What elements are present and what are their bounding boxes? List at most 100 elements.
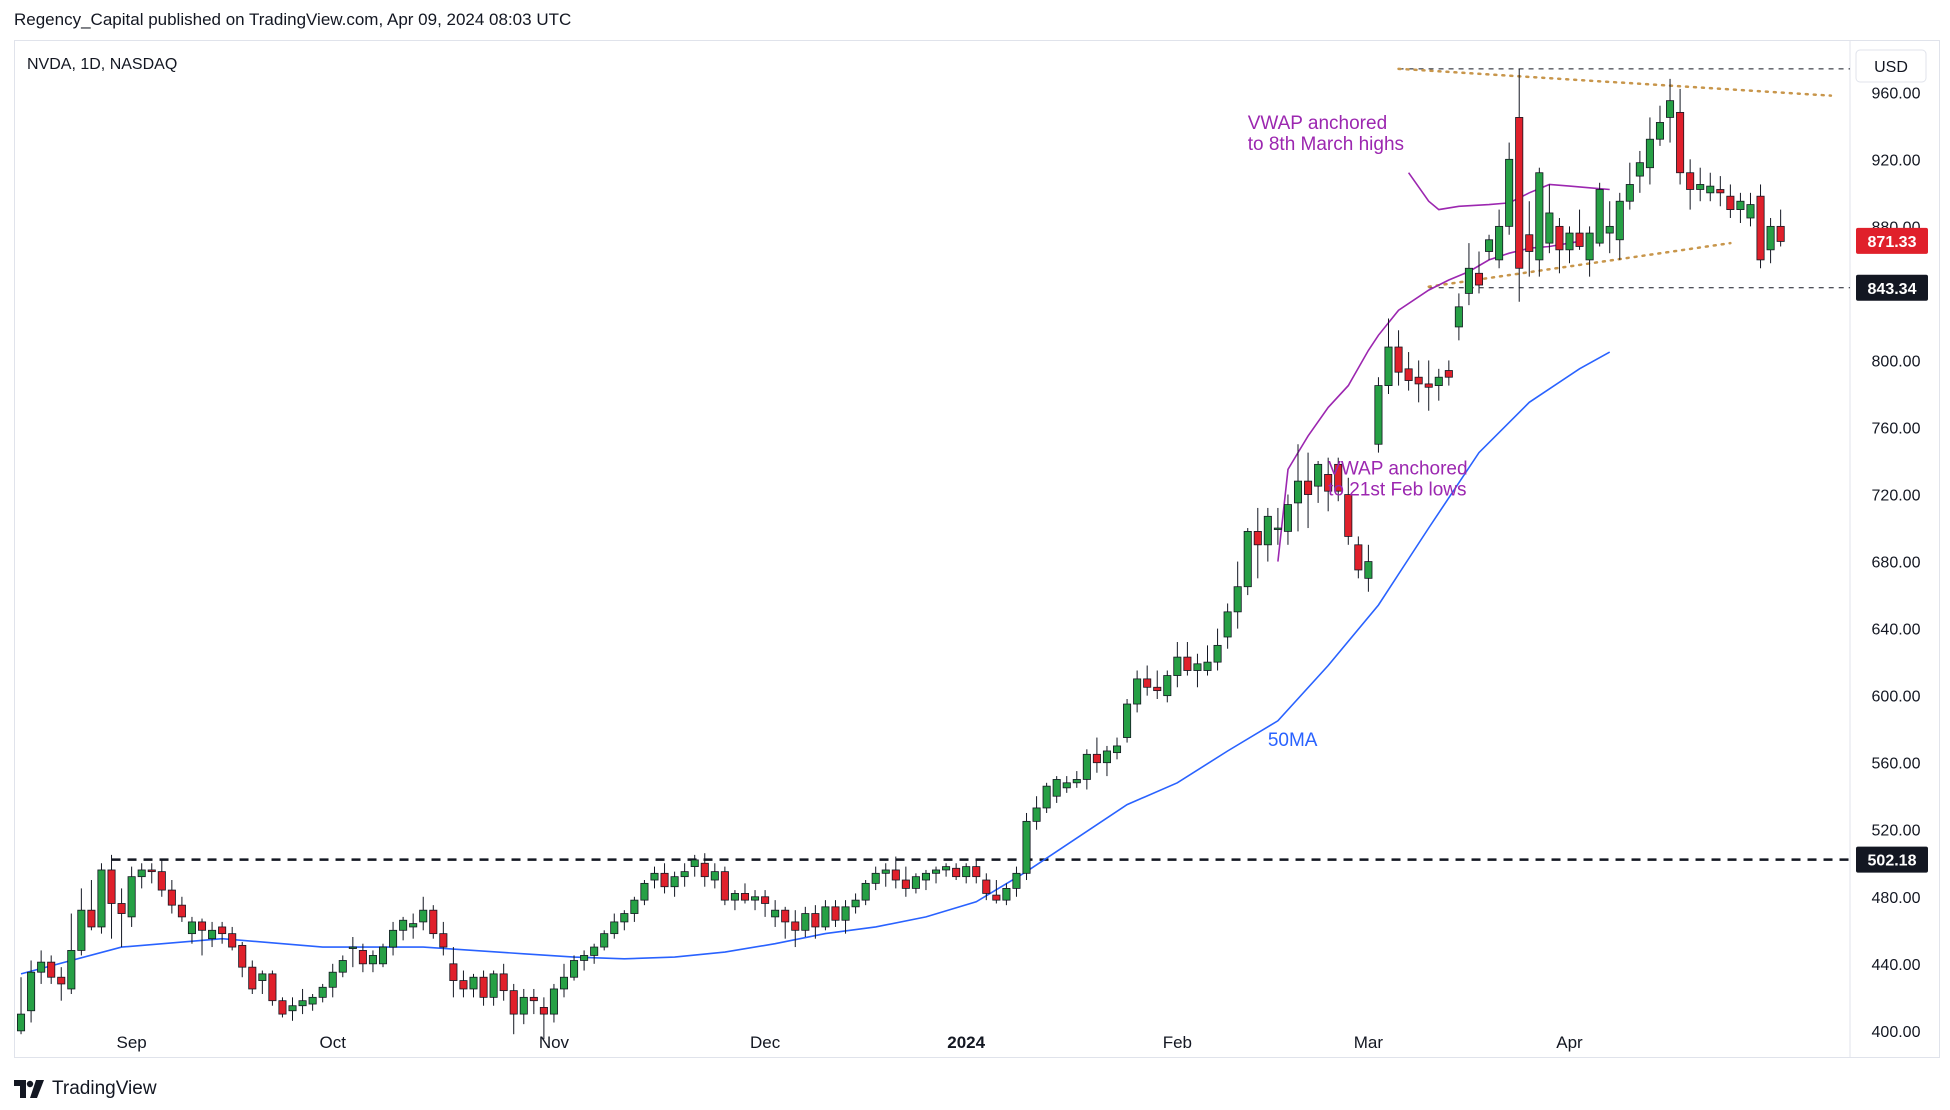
candle (1304, 452, 1313, 529)
candle-body (1153, 686, 1162, 692)
chart-frame (14, 40, 1940, 1058)
tradingview-brand[interactable]: TradingView (14, 1078, 157, 1100)
candle-body (1314, 463, 1323, 487)
candle-body (539, 1006, 548, 1015)
candle (409, 913, 418, 939)
candle-body (27, 971, 36, 1012)
candle (771, 900, 780, 927)
candle-body (871, 872, 880, 884)
candle (1173, 642, 1182, 688)
candle-body (1304, 480, 1313, 495)
candle-body (911, 876, 920, 889)
candle-body (107, 869, 116, 904)
candle (348, 937, 357, 968)
candle (549, 983, 558, 1023)
candle (278, 997, 287, 1018)
candle-body (1595, 189, 1604, 244)
candle (1565, 226, 1574, 264)
candle (1072, 771, 1081, 788)
candle-body (1384, 346, 1393, 386)
candle-body (1726, 195, 1735, 211)
candle-body (449, 963, 458, 981)
candle-body (197, 921, 207, 931)
candle-body (730, 893, 739, 901)
candle (258, 970, 267, 994)
candle-body (147, 869, 156, 873)
price-tag (1856, 227, 1928, 254)
candle-body (1615, 200, 1624, 241)
candle (1645, 117, 1654, 185)
candle (1485, 234, 1494, 260)
candle (238, 942, 247, 978)
candle (1676, 88, 1685, 185)
candle-body (238, 944, 247, 968)
candle-body (127, 876, 136, 918)
candle (1686, 159, 1695, 210)
candle-body (1263, 515, 1272, 546)
candle (700, 853, 709, 887)
candle-body (1535, 172, 1544, 261)
candle (87, 880, 96, 931)
y-tick-label: 760.00 (1872, 420, 1921, 437)
candle (318, 983, 327, 1003)
trendline (1397, 67, 1833, 97)
candle-body (288, 1005, 297, 1012)
candle-body (1052, 779, 1061, 797)
candle (1263, 507, 1272, 562)
y-tick-label: 560.00 (1872, 756, 1921, 773)
annotation-label: to 21st Feb lows (1328, 479, 1466, 500)
currency-button[interactable] (1855, 49, 1927, 83)
price-tag-label: 871.33 (1868, 234, 1917, 251)
candle-body (781, 909, 790, 923)
candle-body (1123, 703, 1132, 738)
candle-body (1706, 185, 1715, 194)
candle-body (1666, 100, 1675, 118)
candle (1635, 150, 1644, 193)
candle (1424, 360, 1433, 411)
x-axis: Sep Oct Nov Dec 2024 Feb Mar Apr (117, 1033, 1584, 1052)
candle-body (399, 919, 408, 931)
candle-body (1696, 184, 1705, 190)
candle-body (700, 862, 709, 878)
candle (1625, 162, 1634, 210)
candle-body (419, 909, 428, 923)
candle (157, 859, 166, 897)
candle-body (1444, 370, 1453, 378)
x-tick-label: Mar (1354, 1033, 1384, 1052)
candle-body (117, 903, 126, 914)
candle (1092, 737, 1101, 773)
candle (570, 955, 579, 981)
ma50-line (20, 351, 1611, 975)
candle-body (1515, 117, 1524, 269)
candle-body (479, 976, 488, 998)
candle (529, 988, 538, 1015)
candle-body (1565, 232, 1574, 251)
candle-body (1605, 225, 1614, 234)
candle (419, 896, 428, 931)
candle (1052, 776, 1061, 803)
candle (982, 873, 991, 901)
candle-body (37, 961, 46, 973)
candle (509, 983, 518, 1035)
candle-body (348, 946, 357, 949)
candle (861, 880, 870, 906)
candle-body (761, 896, 770, 904)
candle-body (1223, 611, 1232, 638)
tradingview-brand-text: TradingView (52, 1078, 157, 1099)
candle-body (831, 906, 840, 921)
tradingview-logo-icon (14, 1080, 44, 1098)
candle-body (710, 871, 719, 881)
annotation-label: to 8th March highs (1248, 134, 1404, 155)
candle-body (720, 871, 729, 901)
symbol-label: NVDA, 1D, NASDAQ (27, 56, 177, 73)
candle-body (1173, 656, 1182, 676)
candle (942, 863, 951, 877)
candle-body (559, 976, 569, 990)
candle-body (590, 946, 599, 956)
candle (1002, 883, 1011, 906)
candle (1062, 776, 1071, 793)
candle (167, 880, 176, 914)
candle-body (509, 990, 518, 1015)
annotation-label: VWAP anchored (1328, 458, 1467, 479)
